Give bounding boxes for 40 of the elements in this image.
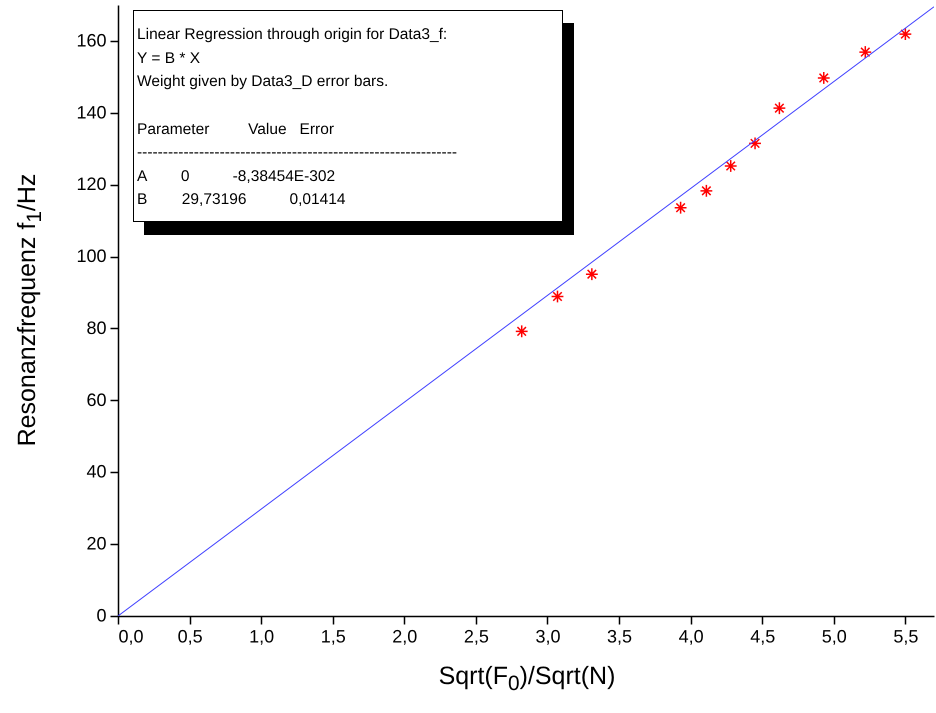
y-tick-label: 60 [86, 390, 106, 410]
x-tick-label: 3,5 [607, 626, 632, 646]
x-tick-label: 2,5 [464, 626, 489, 646]
point [724, 159, 738, 173]
x-tick-label: 0,0 [118, 626, 144, 646]
annotation: -------------------------------------------------------------- [137, 143, 458, 163]
point [550, 290, 564, 304]
x-tick-label: 1,0 [249, 626, 274, 646]
x-tick-label: 5,5 [893, 626, 918, 646]
x-tick-label: 0,5 [178, 626, 203, 646]
y-tick-label: 100 [76, 246, 106, 266]
point [515, 324, 528, 338]
y-tick-label: 0 [96, 606, 106, 626]
x-tick-label: 2,0 [392, 626, 418, 646]
y-tick-label: 160 [76, 30, 106, 50]
point [585, 268, 599, 281]
point [674, 201, 688, 214]
point [748, 136, 762, 150]
point [817, 71, 830, 85]
y-tick-label: 140 [76, 102, 106, 122]
point [700, 184, 714, 198]
annotation: Y = B * X [137, 48, 202, 68]
y-tick-label: 80 [86, 318, 106, 338]
annotation: Weight given by Data3_D error bars. [137, 72, 390, 92]
y-tick-label: 20 [86, 534, 106, 554]
point [858, 45, 872, 59]
x-tick-label: 5,0 [822, 626, 847, 646]
x-tick-label: 1,5 [320, 626, 346, 646]
annotation: Parameter Value Error [137, 120, 335, 140]
x-axis-title: Sqrt(F$_{0}$)/Sqrt(N) [438, 662, 616, 696]
annotation: A 0 -8,38454E-302 [137, 166, 336, 186]
annotation: Linear Regression through origin for Data3_f: [137, 25, 448, 45]
x-tick-label: 4,5 [750, 626, 776, 646]
y-tick-label: 120 [76, 174, 106, 194]
x-tick-label: 4,0 [678, 626, 704, 646]
point [772, 101, 786, 115]
y-tick-label: 40 [86, 462, 106, 482]
point [898, 27, 912, 41]
annotation: B 29,73196 0,01414 [137, 190, 347, 210]
x-tick-label: 3,0 [535, 626, 560, 646]
